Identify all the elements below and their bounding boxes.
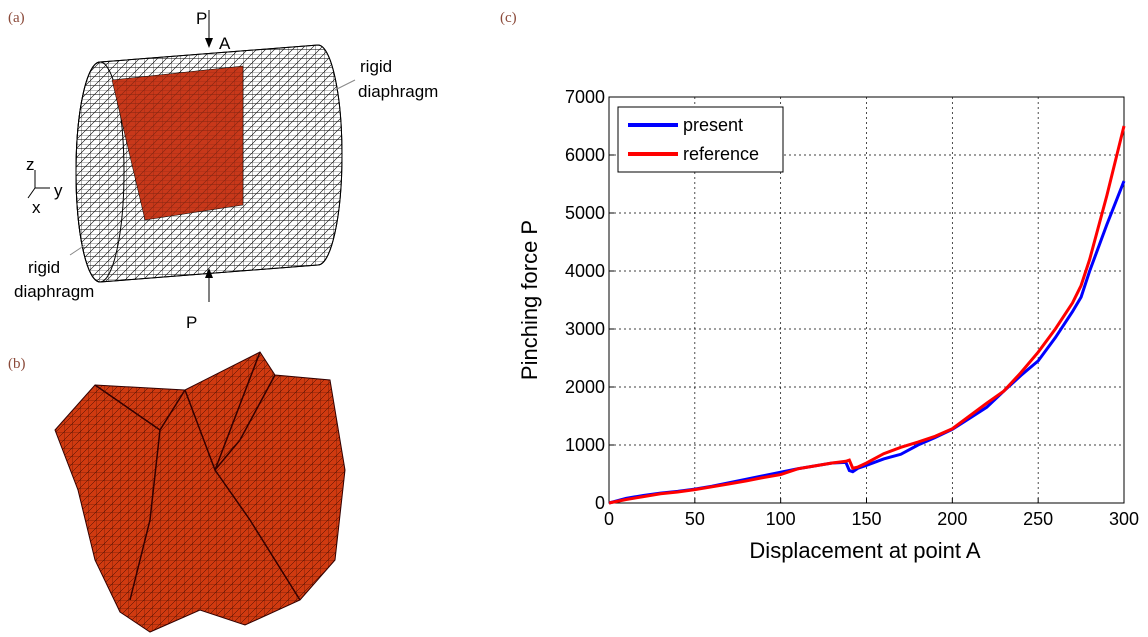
y-tick-label: 7000 (565, 87, 605, 107)
y-axis-label: Pinching force P (517, 220, 542, 380)
x-tick-label: 50 (685, 509, 705, 529)
diaphragm-label: rigid (360, 57, 392, 76)
x-tick-label: 150 (851, 509, 881, 529)
panel-label: (c) (500, 10, 517, 26)
diaphragm-label: diaphragm (14, 282, 94, 301)
axis-x: x (32, 198, 41, 217)
y-tick-label: 6000 (565, 145, 605, 165)
x-tick-label: 0 (604, 509, 614, 529)
force-label: P (186, 313, 197, 332)
y-tick-label: 3000 (565, 319, 605, 339)
x-tick-label: 100 (766, 509, 796, 529)
panel-label: (a) (8, 10, 25, 26)
diaphragm-label: rigid (28, 258, 60, 277)
y-tick-label: 1000 (565, 435, 605, 455)
legend-label: reference (683, 144, 759, 164)
point-label: A (219, 34, 231, 53)
axis-z: z (26, 155, 35, 174)
x-tick-label: 200 (937, 509, 967, 529)
axis-y: y (54, 181, 63, 200)
cylinder-drawing (28, 10, 355, 302)
figure: (a) P A rigid diaphragm z y x rigid diap… (0, 0, 1148, 637)
y-tick-label: 5000 (565, 203, 605, 223)
panel-label: (b) (8, 356, 26, 372)
diaphragm-label: diaphragm (358, 82, 438, 101)
x-tick-label: 300 (1109, 509, 1139, 529)
x-axis-label: Displacement at point A (749, 538, 980, 563)
legend-label: present (683, 115, 743, 135)
x-tick-label: 250 (1023, 509, 1053, 529)
y-tick-label: 2000 (565, 377, 605, 397)
y-tick-label: 0 (595, 493, 605, 513)
deformed-drawing (55, 352, 345, 632)
y-tick-label: 4000 (565, 261, 605, 281)
force-label: P (196, 9, 207, 28)
